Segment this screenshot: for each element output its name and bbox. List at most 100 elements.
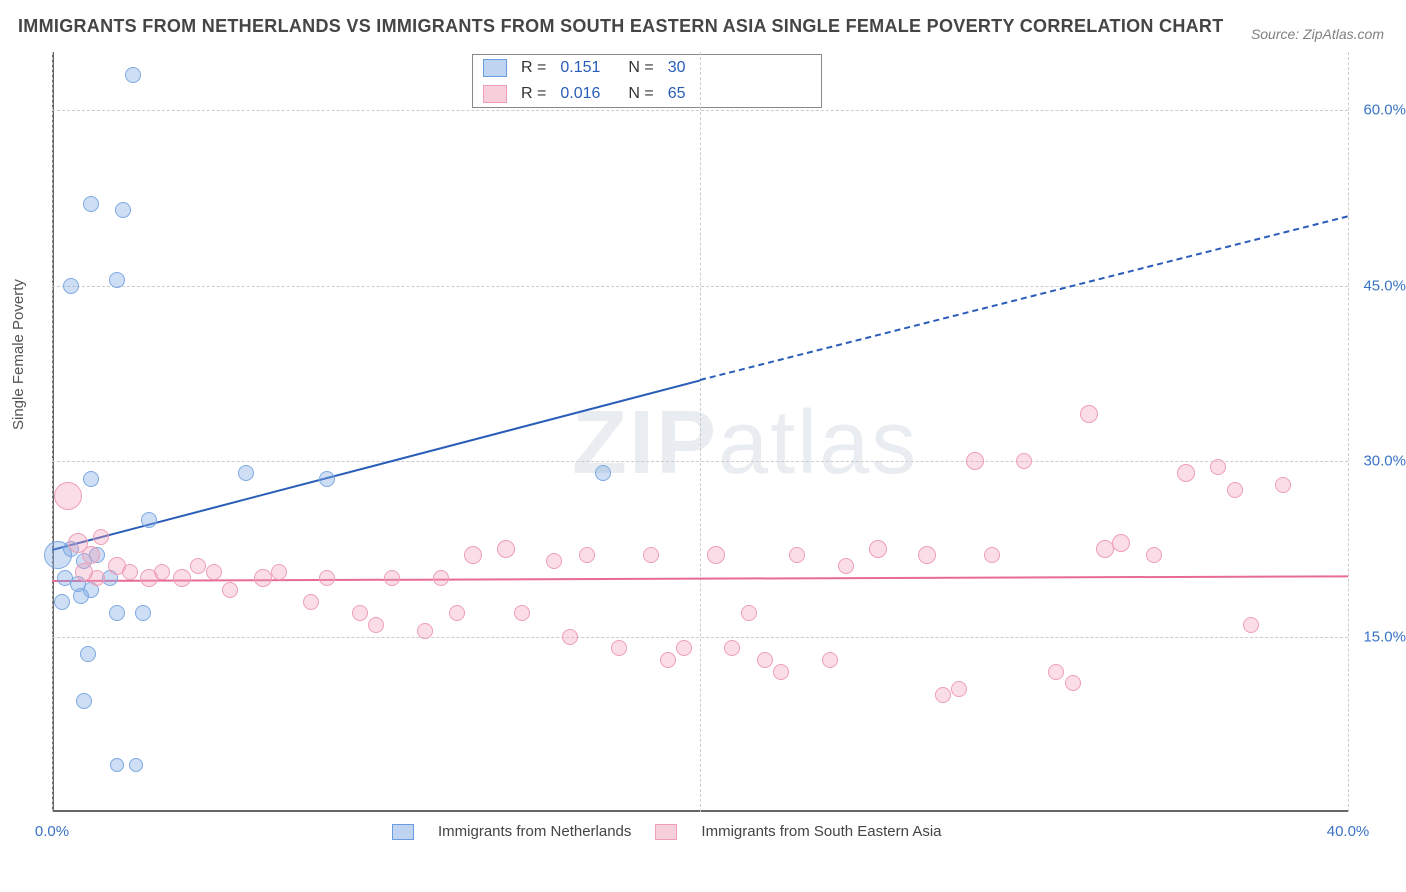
scatter-point-pink — [660, 652, 676, 668]
scatter-point-pink — [966, 452, 984, 470]
x-tick-label: 0.0% — [35, 823, 69, 840]
source-attribution: Source: ZipAtlas.com — [1251, 26, 1384, 42]
legend-swatch-pink — [483, 85, 507, 103]
legend-r-value-pink: 0.016 — [560, 85, 600, 103]
scatter-point-blue — [76, 693, 92, 709]
legend-row-blue: R = 0.151 N = 30 — [473, 55, 821, 81]
scatter-point-blue — [109, 272, 125, 288]
scatter-point-pink — [773, 664, 789, 680]
scatter-point-pink — [449, 605, 465, 621]
scatter-point-pink — [562, 629, 578, 645]
chart-plot-area: ZIPatlas R = 0.151 N = 30 R = 0.016 N = … — [52, 52, 1348, 812]
legend-r-value-blue: 0.151 — [560, 59, 600, 77]
scatter-point-blue — [238, 465, 254, 481]
legend-n-value-pink: 65 — [668, 85, 686, 103]
scatter-point-pink — [1243, 617, 1259, 633]
scatter-point-blue — [141, 512, 157, 528]
scatter-point-blue — [109, 605, 125, 621]
scatter-point-pink — [869, 540, 887, 558]
legend-n-label: N = — [628, 85, 653, 103]
y-tick-label: 15.0% — [1363, 628, 1406, 645]
scatter-point-pink — [1177, 464, 1195, 482]
series-swatch-blue — [392, 824, 414, 840]
scatter-point-pink — [190, 558, 206, 574]
scatter-point-pink — [1048, 664, 1064, 680]
y-tick-label: 30.0% — [1363, 453, 1406, 470]
x-tick-label: 40.0% — [1327, 823, 1370, 840]
scatter-point-blue — [110, 758, 124, 772]
scatter-point-pink — [984, 547, 1000, 563]
scatter-point-blue — [135, 605, 151, 621]
series-legend: Immigrants from Netherlands Immigrants f… — [392, 823, 942, 840]
chart-title: IMMIGRANTS FROM NETHERLANDS VS IMMIGRANT… — [18, 16, 1224, 37]
scatter-point-blue — [129, 758, 143, 772]
scatter-point-pink — [433, 570, 449, 586]
y-axis-label: Single Female Poverty — [10, 279, 27, 430]
series-name-pink: Immigrants from South Eastern Asia — [701, 823, 941, 840]
scatter-point-pink — [497, 540, 515, 558]
scatter-point-pink — [352, 605, 368, 621]
scatter-point-pink — [368, 617, 384, 633]
scatter-point-blue — [54, 594, 70, 610]
scatter-point-pink — [1275, 477, 1291, 493]
scatter-point-pink — [789, 547, 805, 563]
scatter-point-pink — [1112, 534, 1130, 552]
scatter-point-pink — [935, 687, 951, 703]
gridline-x — [700, 52, 701, 812]
scatter-point-blue — [125, 67, 141, 83]
scatter-point-pink — [1065, 675, 1081, 691]
scatter-point-pink — [579, 547, 595, 563]
scatter-point-pink — [319, 570, 335, 586]
scatter-point-pink — [222, 582, 238, 598]
scatter-point-pink — [173, 569, 191, 587]
scatter-point-pink — [1227, 482, 1243, 498]
scatter-point-pink — [122, 564, 138, 580]
scatter-point-pink — [514, 605, 530, 621]
legend-r-label: R = — [521, 85, 546, 103]
scatter-point-pink — [271, 564, 287, 580]
scatter-point-pink — [546, 553, 562, 569]
scatter-point-pink — [838, 558, 854, 574]
legend-n-label: N = — [628, 59, 653, 77]
scatter-point-blue — [63, 278, 79, 294]
scatter-point-pink — [384, 570, 400, 586]
trendline-blue-dashed — [700, 216, 1348, 382]
scatter-point-blue — [80, 646, 96, 662]
scatter-point-pink — [82, 546, 100, 564]
scatter-point-pink — [1080, 405, 1098, 423]
scatter-point-pink — [93, 529, 109, 545]
series-name-blue: Immigrants from Netherlands — [438, 823, 631, 840]
scatter-point-pink — [464, 546, 482, 564]
scatter-point-pink — [254, 569, 272, 587]
scatter-point-pink — [643, 547, 659, 563]
scatter-point-pink — [206, 564, 222, 580]
series-swatch-pink — [655, 824, 677, 840]
scatter-point-pink — [611, 640, 627, 656]
legend-n-value-blue: 30 — [668, 59, 686, 77]
scatter-point-pink — [417, 623, 433, 639]
scatter-point-pink — [1146, 547, 1162, 563]
scatter-point-pink — [724, 640, 740, 656]
scatter-point-blue — [319, 471, 335, 487]
scatter-point-pink — [154, 564, 170, 580]
y-tick-label: 60.0% — [1363, 102, 1406, 119]
gridline-x — [52, 52, 53, 812]
legend-swatch-blue — [483, 59, 507, 77]
scatter-point-blue — [83, 471, 99, 487]
scatter-point-pink — [676, 640, 692, 656]
legend-r-label: R = — [521, 59, 546, 77]
scatter-point-pink — [741, 605, 757, 621]
scatter-point-pink — [918, 546, 936, 564]
scatter-point-blue — [115, 202, 131, 218]
scatter-point-pink — [757, 652, 773, 668]
scatter-point-blue — [73, 588, 89, 604]
scatter-point-blue — [595, 465, 611, 481]
correlation-legend: R = 0.151 N = 30 R = 0.016 N = 65 — [472, 54, 822, 108]
watermark: ZIPatlas — [572, 392, 918, 495]
scatter-point-pink — [89, 570, 105, 586]
scatter-point-pink — [822, 652, 838, 668]
legend-row-pink: R = 0.016 N = 65 — [473, 81, 821, 107]
gridline-x — [1348, 52, 1349, 812]
scatter-point-pink — [54, 482, 82, 510]
y-tick-label: 45.0% — [1363, 277, 1406, 294]
